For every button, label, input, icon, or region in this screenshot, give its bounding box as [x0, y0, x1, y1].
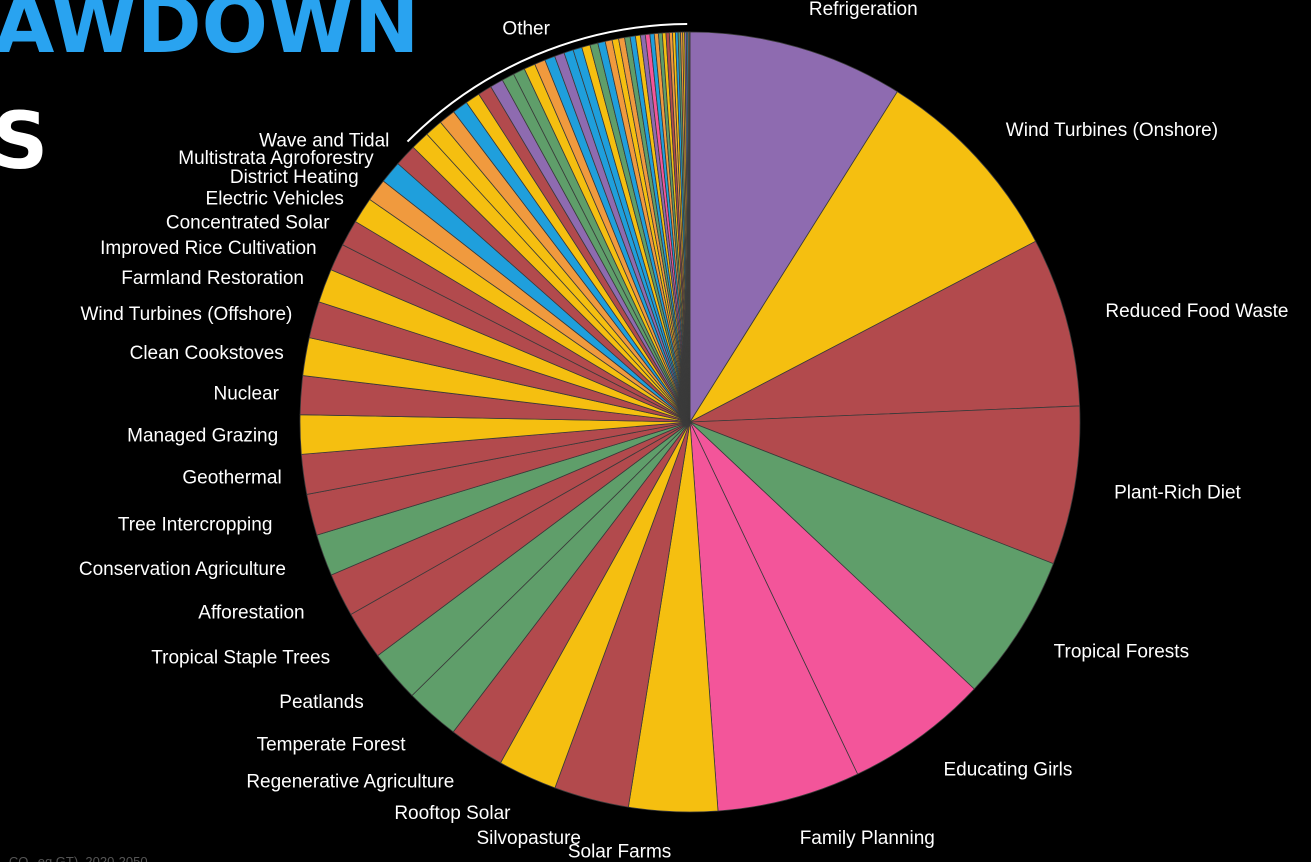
slice-label-improved-rice-cultivation: Improved Rice Cultivation [100, 238, 316, 259]
slice-label-peatlands: Peatlands [279, 692, 364, 713]
slice-label-managed-grazing: Managed Grazing [127, 425, 278, 446]
pie-slice-family-planning [689, 421, 859, 812]
slice-label-wave-and-tidal: Wave and Tidal [259, 130, 389, 151]
slice-label-clean-cookstoves: Clean Cookstoves [130, 343, 284, 364]
slice-label-multistrata-agroforestry: Multistrata Agroforestry [178, 148, 374, 169]
title-fragment: AWDOWN [0, 0, 419, 71]
slice-labels: Refrigeration Wind Turbines (Onshore) Redu… [79, 0, 1289, 862]
slice-label-tropical-forests: Tropical Forests [1054, 642, 1190, 663]
pie-slice-reduced-food-waste [689, 240, 1081, 423]
slice-label-family-planning: Family Planning [800, 828, 935, 849]
slice-label-plant-rich-diet: Plant-Rich Diet [1114, 483, 1241, 504]
slice-label-tropical-staple-trees: Tropical Staple Trees [151, 647, 330, 668]
slice-label-other: Other [502, 19, 550, 40]
subtitle-fragment: S [0, 97, 48, 187]
slice-label-nuclear: Nuclear [214, 384, 280, 405]
slice-label-reduced-food-waste: Reduced Food Waste [1105, 301, 1288, 322]
slice-label-district-heating: District Heating [230, 167, 359, 188]
other-bracket-arc [406, 23, 688, 143]
slice-label-temperate-forest: Temperate Forest [257, 734, 407, 755]
pie-slice-refrigeration [689, 31, 898, 424]
slice-label-concentrated-solar: Concentrated Solar [166, 212, 330, 233]
pie-slice-educating-girls [689, 421, 975, 775]
slice-label-solar-farms: Solar Farms [568, 842, 671, 862]
slice-label-conservation-agriculture: Conservation Agriculture [79, 559, 286, 580]
slice-label-electric-vehicles: Electric Vehicles [206, 188, 344, 209]
slice-label-rooftop-solar: Rooftop Solar [394, 803, 511, 824]
slice-label-afforestation: Afforestation [198, 603, 304, 624]
pie-slice-plant-rich-diet [689, 405, 1081, 565]
slice-label-wind-turbines-onshore: Wind Turbines (Onshore) [1006, 120, 1218, 141]
slice-label-silvopasture: Silvopasture [476, 828, 581, 849]
slice-label-educating-girls: Educating Girls [944, 759, 1073, 780]
slice-label-farmland-restoration: Farmland Restoration [121, 268, 304, 289]
slice-label-regenerative-agriculture: Regenerative Agriculture [246, 772, 454, 793]
pie-slice-tropical-forests [689, 421, 1054, 690]
pie-slice-wind-turbines-onshore [688, 91, 1037, 424]
slice-label-refrigeration: Refrigeration [809, 0, 918, 20]
pie-slices [299, 31, 1081, 813]
slice-label-geothermal: Geothermal [182, 467, 281, 488]
slice-label-wind-turbines-offshore: Wind Turbines (Offshore) [80, 304, 292, 325]
footer-note: ...CO₂-eq GT), 2020-2050 [0, 854, 148, 862]
pie-slice-other-69 [688, 31, 691, 423]
slice-label-tree-intercropping: Tree Intercropping [118, 514, 273, 535]
